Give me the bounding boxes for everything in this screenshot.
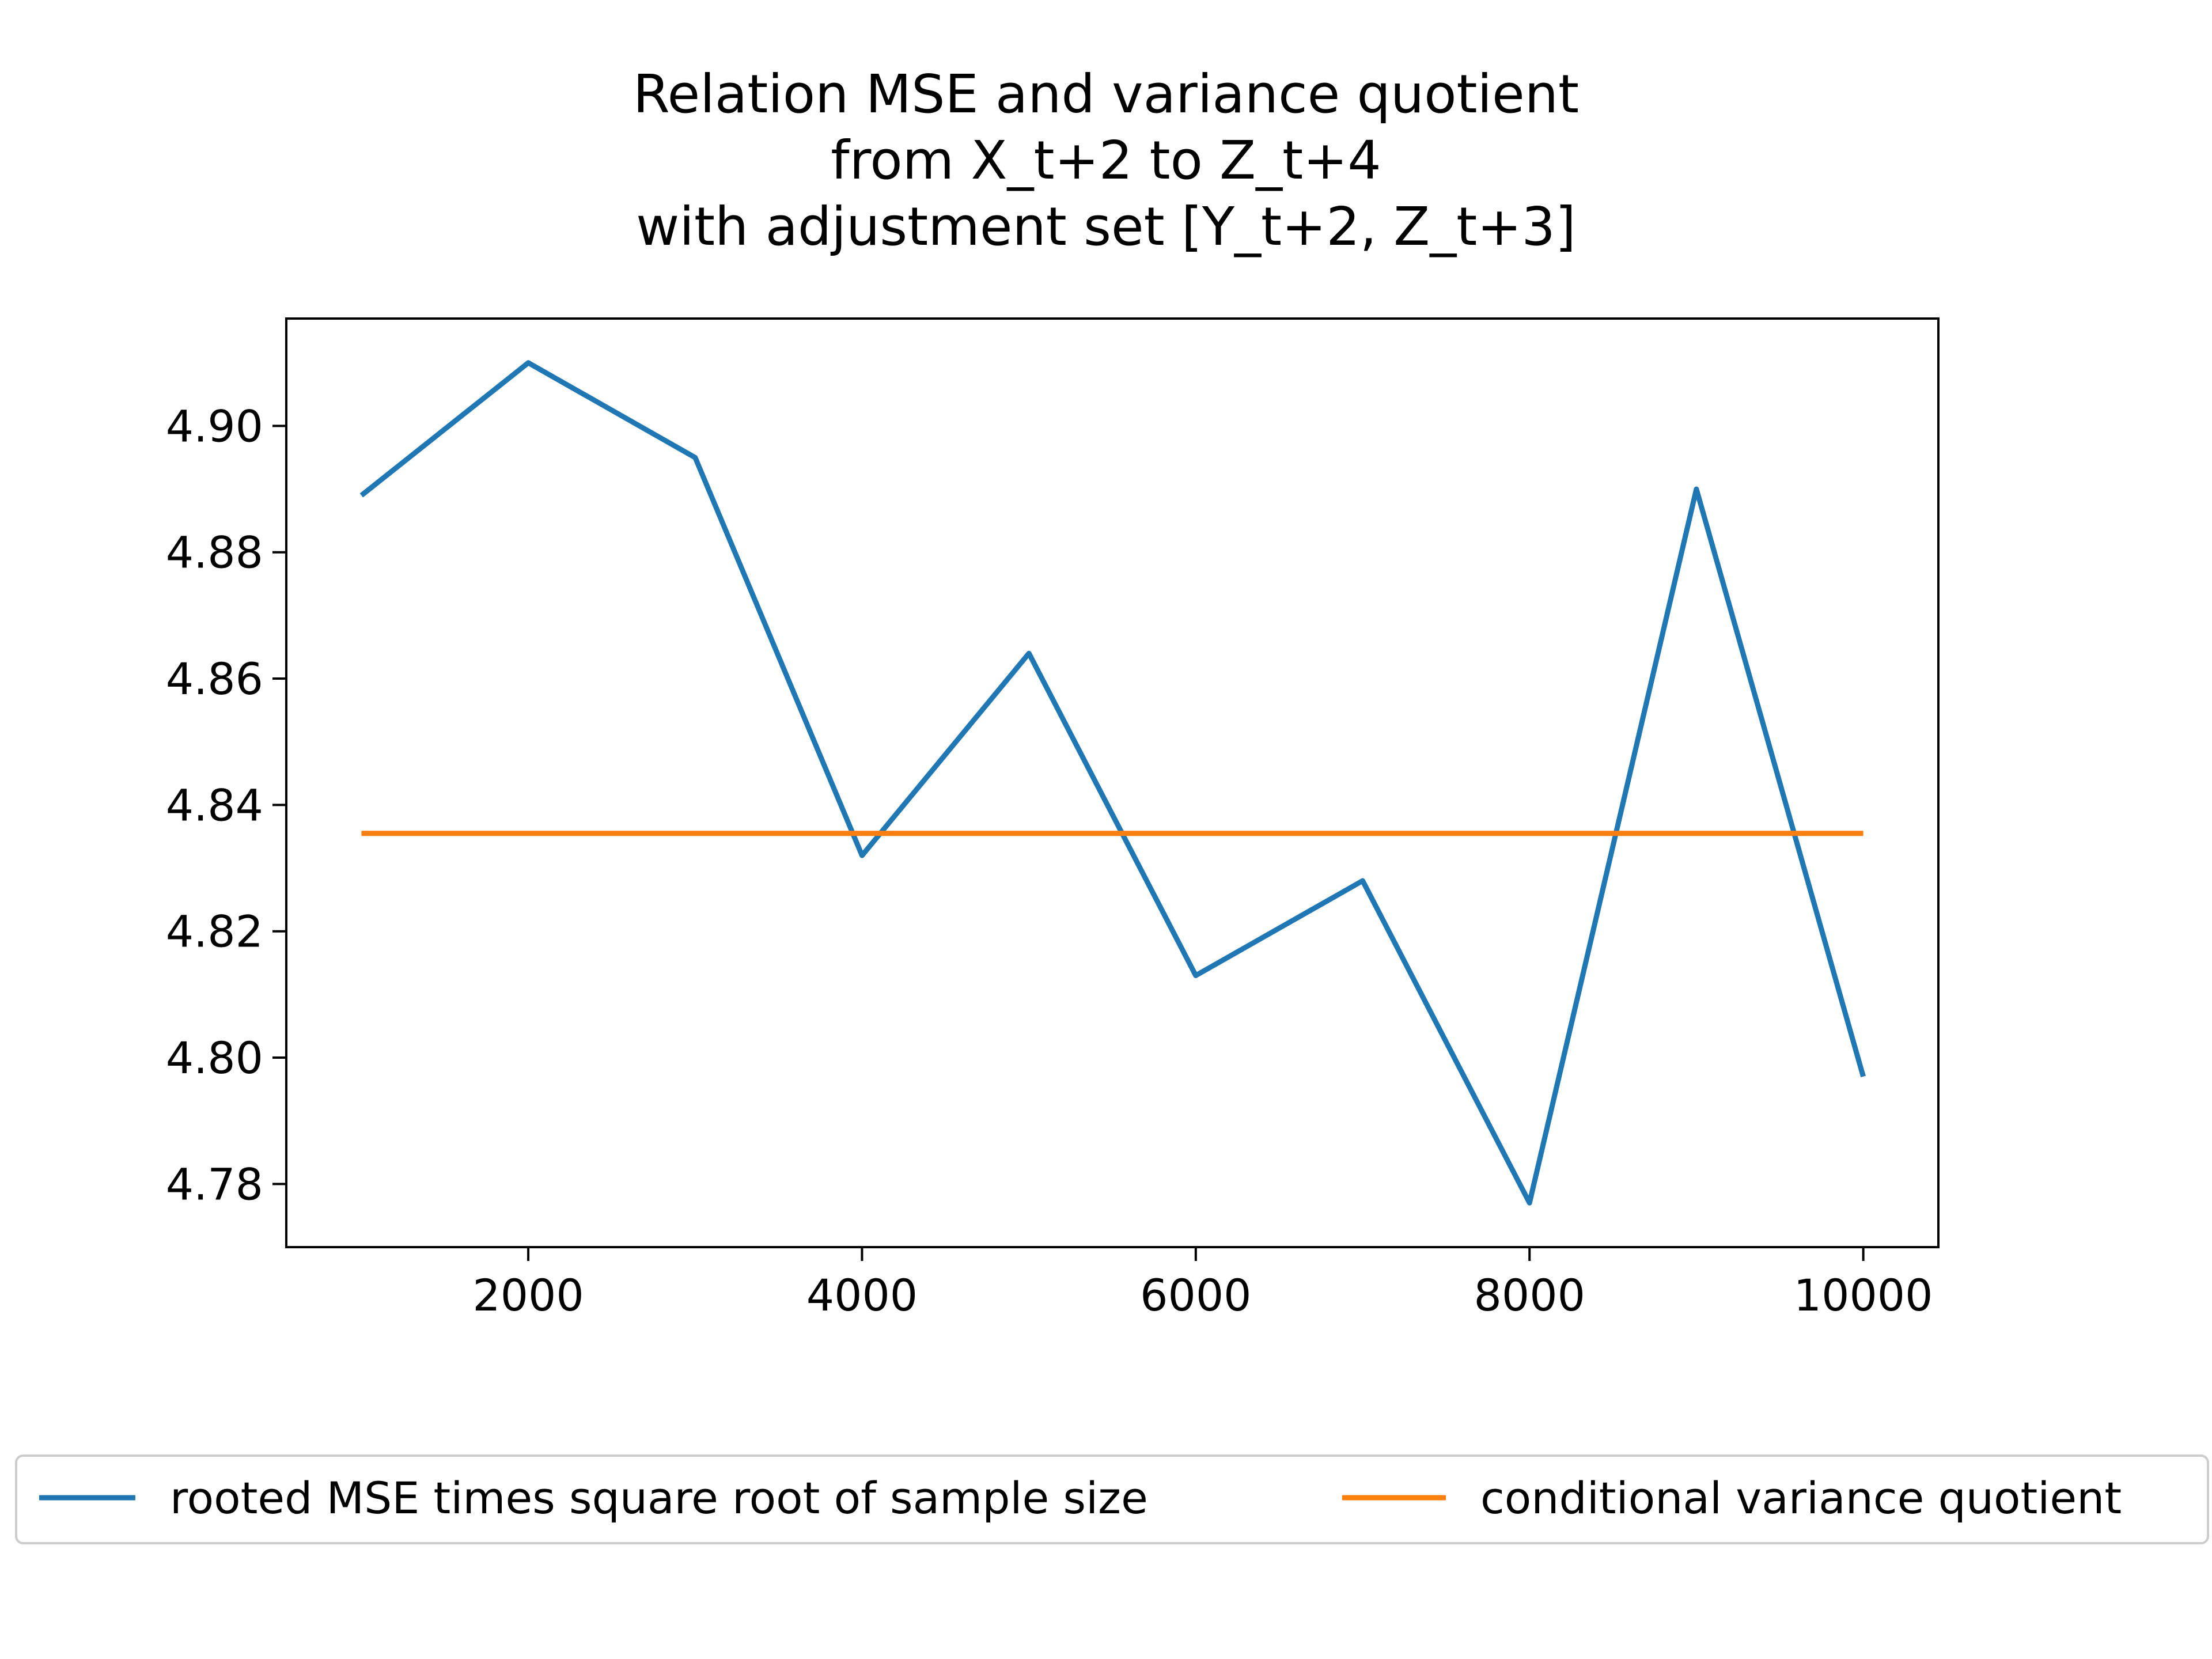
series-line-1 xyxy=(359,360,1866,1206)
x-tick-label: 10000 xyxy=(1794,1270,1933,1321)
legend-label-1: rooted MSE times square root of sample s… xyxy=(170,1472,1148,1524)
chart-title: Relation MSE and variance quotient from … xyxy=(633,63,1579,257)
y-tick-label: 4.90 xyxy=(166,400,263,452)
y-tick-label: 4.88 xyxy=(166,527,263,578)
y-tick-label: 4.86 xyxy=(166,653,263,704)
y-tick-label: 4.84 xyxy=(166,779,263,831)
x-tick-label: 4000 xyxy=(806,1270,918,1321)
legend-label-2: conditional variance quotient xyxy=(1480,1472,2122,1524)
y-tick-label: 4.80 xyxy=(166,1032,263,1084)
y-tick-label: 4.82 xyxy=(166,906,263,957)
chart-title-line-3: with adjustment set [Y_t+2, Z_t+3] xyxy=(636,196,1576,257)
chart-title-line-2: from X_t+2 to Z_t+4 xyxy=(831,130,1381,191)
legend-box xyxy=(15,1455,2209,1544)
chart-title-line-1: Relation MSE and variance quotient xyxy=(633,63,1579,125)
x-tick-label: 8000 xyxy=(1474,1270,1585,1321)
x-tick-label: 2000 xyxy=(472,1270,584,1321)
plot-area xyxy=(359,360,1866,1206)
axes: 2000 4000 6000 8000 10000 4.78 4.80 4.82 4.84 4.8… xyxy=(166,317,1940,1321)
y-tick-label: 4.78 xyxy=(166,1158,263,1210)
axes-frame xyxy=(285,317,1940,1248)
x-tick-label: 6000 xyxy=(1140,1270,1251,1321)
legend: rooted MSE times square root of sample s… xyxy=(15,1455,2209,1544)
